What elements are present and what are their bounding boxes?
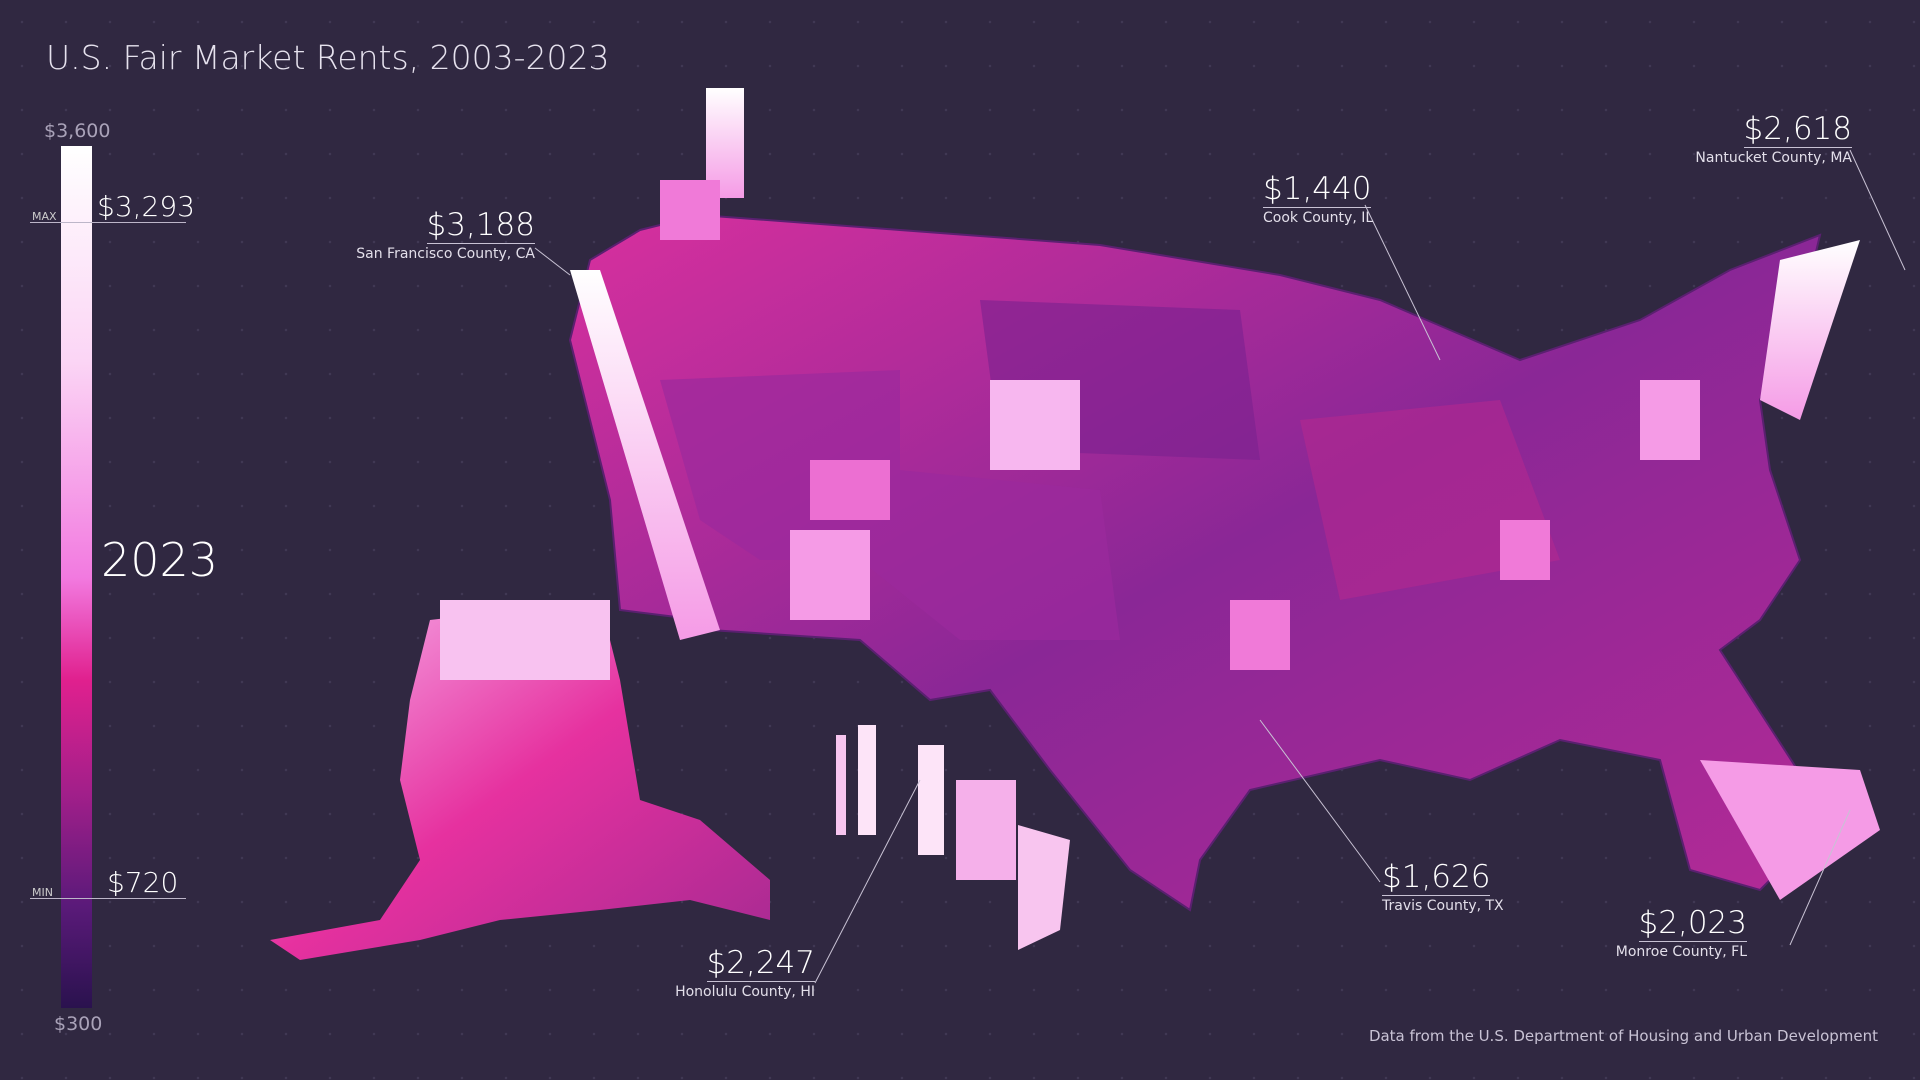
annotation-county: Honolulu County, HI bbox=[675, 984, 815, 1000]
max-tag: MAX bbox=[32, 210, 57, 223]
annotation-cook: $1,440 Cook County, IL bbox=[1263, 174, 1373, 226]
legend-bottom-label: $300 bbox=[54, 1013, 103, 1035]
min-line bbox=[30, 898, 186, 899]
annotation-value: $3,188 bbox=[426, 207, 535, 244]
annotation-value: $1,440 bbox=[1263, 171, 1372, 208]
legend-color-bar bbox=[61, 146, 92, 1008]
year-label: 2023 bbox=[101, 533, 219, 587]
annotation-value: $2,618 bbox=[1743, 111, 1852, 148]
max-value: $3,293 bbox=[97, 190, 195, 223]
annotation-county: Nantucket County, MA bbox=[1695, 150, 1852, 166]
alaska bbox=[270, 600, 770, 960]
annotation-nantucket: $2,618 Nantucket County, MA bbox=[1695, 114, 1852, 166]
annotation-value: $1,626 bbox=[1382, 859, 1491, 896]
annotation-value: $2,247 bbox=[706, 945, 815, 982]
page-title: U.S. Fair Market Rents, 2003-2023 bbox=[46, 38, 610, 77]
source-note: Data from the U.S. Department of Housing… bbox=[1368, 1027, 1878, 1045]
legend-top-label: $3,600 bbox=[44, 120, 111, 142]
hawaii bbox=[836, 725, 1070, 950]
annotation-county: Travis County, TX bbox=[1382, 898, 1504, 914]
annotation-san-francisco: $3,188 San Francisco County, CA bbox=[356, 210, 535, 262]
annotation-county: Cook County, IL bbox=[1263, 210, 1374, 226]
min-tag: MIN bbox=[32, 886, 53, 899]
annotation-travis: $1,626 Travis County, TX bbox=[1382, 862, 1504, 914]
leader-lines bbox=[534, 149, 1906, 984]
annotation-county: San Francisco County, CA bbox=[356, 246, 535, 262]
annotation-honolulu: $2,247 Honolulu County, HI bbox=[675, 948, 815, 1000]
annotation-value: $2,023 bbox=[1638, 905, 1747, 942]
contiguous-us bbox=[568, 88, 1880, 912]
annotation-county: Monroe County, FL bbox=[1615, 944, 1747, 960]
min-value: $720 bbox=[107, 866, 179, 899]
annotation-monroe: $2,023 Monroe County, FL bbox=[1616, 908, 1747, 960]
max-line bbox=[30, 222, 186, 223]
